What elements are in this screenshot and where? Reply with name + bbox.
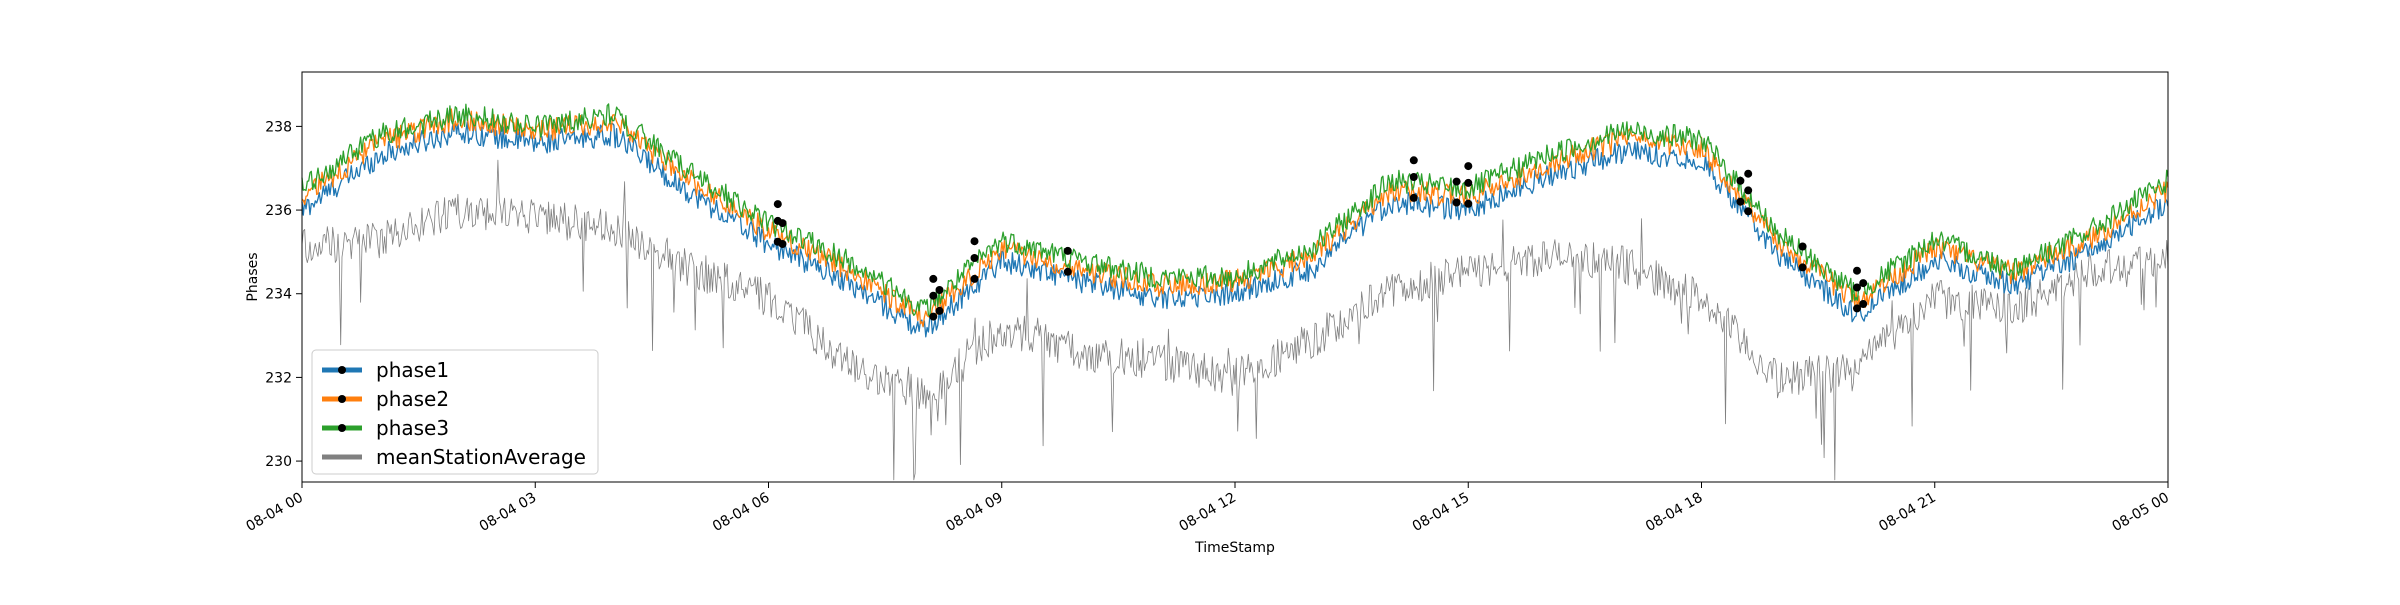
data-marker — [1744, 169, 1753, 178]
data-marker — [970, 237, 979, 246]
data-marker — [1853, 283, 1861, 292]
data-marker — [929, 291, 938, 300]
y-axis: 230 232 234 236 238 — [265, 119, 302, 470]
legend-label: phase1 — [376, 358, 449, 382]
x-tick-label: 08-04 18 — [1643, 490, 1706, 535]
data-marker — [935, 306, 944, 315]
data-marker — [778, 240, 787, 248]
legend-item-meanStationAverage: meanStationAverage — [322, 445, 586, 469]
x-tick-label: 08-04 00 — [243, 490, 306, 535]
legend-label: phase3 — [376, 416, 449, 440]
legend-label: meanStationAverage — [376, 445, 586, 469]
x-axis: 08-04 00 08-04 03 08-04 06 08-04 09 08-04 12… — [243, 482, 2172, 535]
data-marker — [778, 219, 787, 228]
data-marker — [1853, 266, 1861, 275]
legend-item-phase3: phase3 — [322, 416, 449, 440]
legend-box — [311, 349, 599, 475]
data-marker — [1063, 267, 1072, 276]
x-tick-label: 08-04 12 — [1176, 490, 1239, 535]
data-marker — [1464, 178, 1473, 187]
data-marker — [1798, 242, 1807, 251]
y-tick-label: 236 — [265, 203, 292, 219]
series-line-meanStationAverage — [301, 159, 2169, 481]
data-marker — [970, 274, 979, 283]
legend-marker-icon — [338, 395, 346, 403]
x-tick-label: 08-04 06 — [710, 490, 773, 535]
data-marker — [929, 274, 938, 283]
x-tick-label: 08-04 21 — [1876, 490, 1939, 535]
data-marker — [1452, 198, 1461, 207]
legend-item-phase1: phase1 — [322, 358, 449, 382]
x-tick-label: 08-04 15 — [1410, 490, 1473, 535]
x-axis-title: TimeStamp — [1194, 540, 1275, 556]
data-marker — [1744, 186, 1753, 195]
data-marker — [1452, 177, 1461, 186]
data-marker — [929, 312, 938, 321]
data-marker — [935, 286, 944, 294]
x-tick-label: 08-05 00 — [2109, 490, 2172, 535]
y-tick-label: 230 — [265, 454, 292, 470]
y-tick-label: 234 — [265, 287, 292, 303]
x-tick-label: 08-04 03 — [477, 490, 540, 535]
legend-item-phase2: phase2 — [322, 387, 449, 411]
data-marker — [1736, 197, 1745, 206]
data-marker — [1409, 173, 1418, 181]
legend-label: phase2 — [376, 387, 449, 411]
series-line-phase3 — [301, 103, 2169, 317]
data-marker — [1464, 162, 1473, 171]
legend-marker-icon — [338, 424, 346, 432]
legend-marker-icon — [338, 366, 346, 374]
data-marker — [1736, 176, 1745, 185]
y-tick-label: 238 — [265, 119, 292, 135]
data-marker — [1859, 300, 1868, 308]
data-marker — [1063, 246, 1072, 255]
data-marker — [1859, 279, 1868, 288]
data-marker — [773, 200, 782, 209]
data-marker — [1409, 193, 1418, 202]
data-marker — [1798, 263, 1807, 272]
x-tick-label: 08-04 09 — [943, 490, 1006, 535]
legend: phase1 phase2 phase3 meanStationAverage — [311, 349, 599, 475]
marker-group — [773, 156, 1868, 321]
y-tick-label: 232 — [265, 370, 292, 386]
data-marker — [1464, 199, 1473, 208]
data-marker — [1853, 304, 1861, 313]
data-marker — [970, 254, 979, 262]
data-marker — [1409, 156, 1418, 165]
y-axis-title: Phases — [245, 252, 261, 301]
data-marker — [1744, 207, 1753, 216]
